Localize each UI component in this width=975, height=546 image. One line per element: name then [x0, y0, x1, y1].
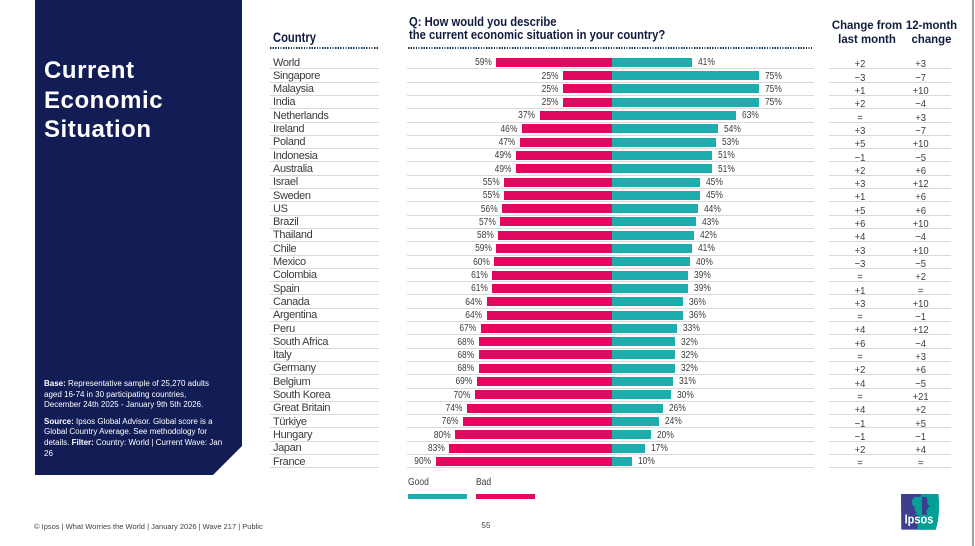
svg-text:Ipsos: Ipsos [905, 512, 934, 526]
